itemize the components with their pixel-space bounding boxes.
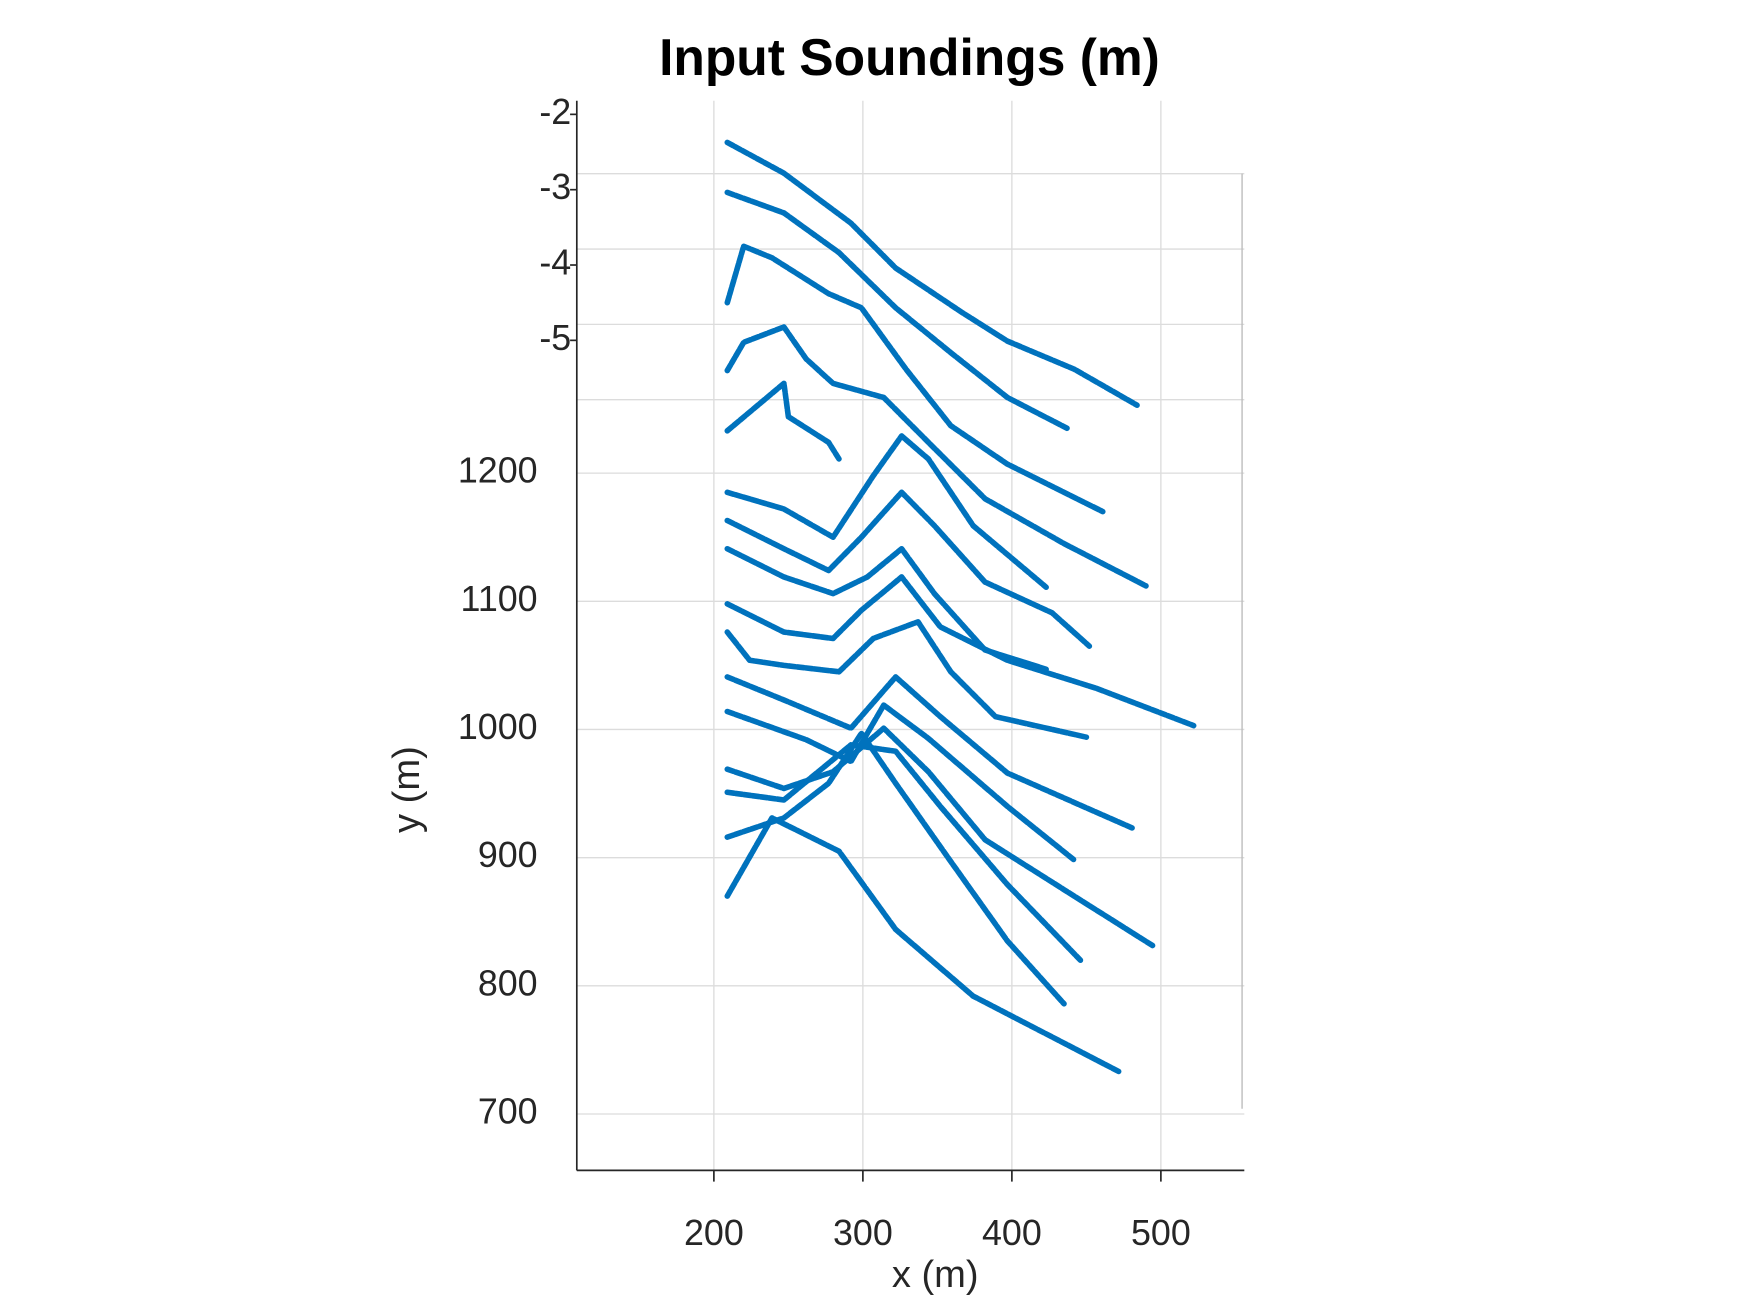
sounding-line bbox=[724, 433, 1049, 591]
y-tick-label: 1000 bbox=[458, 707, 538, 747]
y-axis-label: y (m) bbox=[386, 746, 428, 833]
sounding-line bbox=[724, 489, 1093, 649]
x-tick-label: 400 bbox=[982, 1213, 1042, 1253]
plot-root: Input Soundings (m) x (m) y (m) 200 300 40… bbox=[386, 28, 1245, 1296]
sounding-line bbox=[724, 730, 1067, 1007]
z-tick-label: -5 bbox=[539, 318, 571, 358]
sounding-line bbox=[724, 139, 1140, 408]
sounding-line bbox=[724, 324, 1149, 589]
sounding-line bbox=[724, 815, 1122, 1075]
z-tick-label: -2 bbox=[539, 92, 571, 132]
y-tick-label: 1200 bbox=[458, 451, 538, 491]
sounding-line bbox=[724, 619, 1090, 740]
y-tick-label: 1100 bbox=[461, 579, 538, 619]
sounding-line bbox=[724, 574, 1197, 729]
y-tick-label: 900 bbox=[478, 835, 538, 875]
sounding-line bbox=[724, 725, 1157, 949]
sounding-line bbox=[724, 545, 1049, 673]
sounding-line bbox=[724, 702, 1078, 864]
sounding-line bbox=[724, 674, 1136, 831]
x-tick-label: 200 bbox=[684, 1213, 744, 1253]
sounding-line bbox=[724, 243, 1106, 515]
x-tick-label: 300 bbox=[833, 1213, 893, 1253]
sounding-line bbox=[724, 189, 1070, 432]
z-tick-label: -4 bbox=[539, 242, 571, 282]
chart-title: Input Soundings (m) bbox=[659, 28, 1160, 86]
y-tick-label: 700 bbox=[478, 1091, 538, 1131]
x-tick-label: 500 bbox=[1131, 1213, 1191, 1253]
x-axis-label: x (m) bbox=[892, 1254, 979, 1296]
sounding-line bbox=[724, 380, 842, 462]
y-tick-label: 800 bbox=[478, 963, 538, 1003]
sounding-line bbox=[724, 742, 1084, 963]
z-tick-label: -3 bbox=[539, 167, 571, 207]
